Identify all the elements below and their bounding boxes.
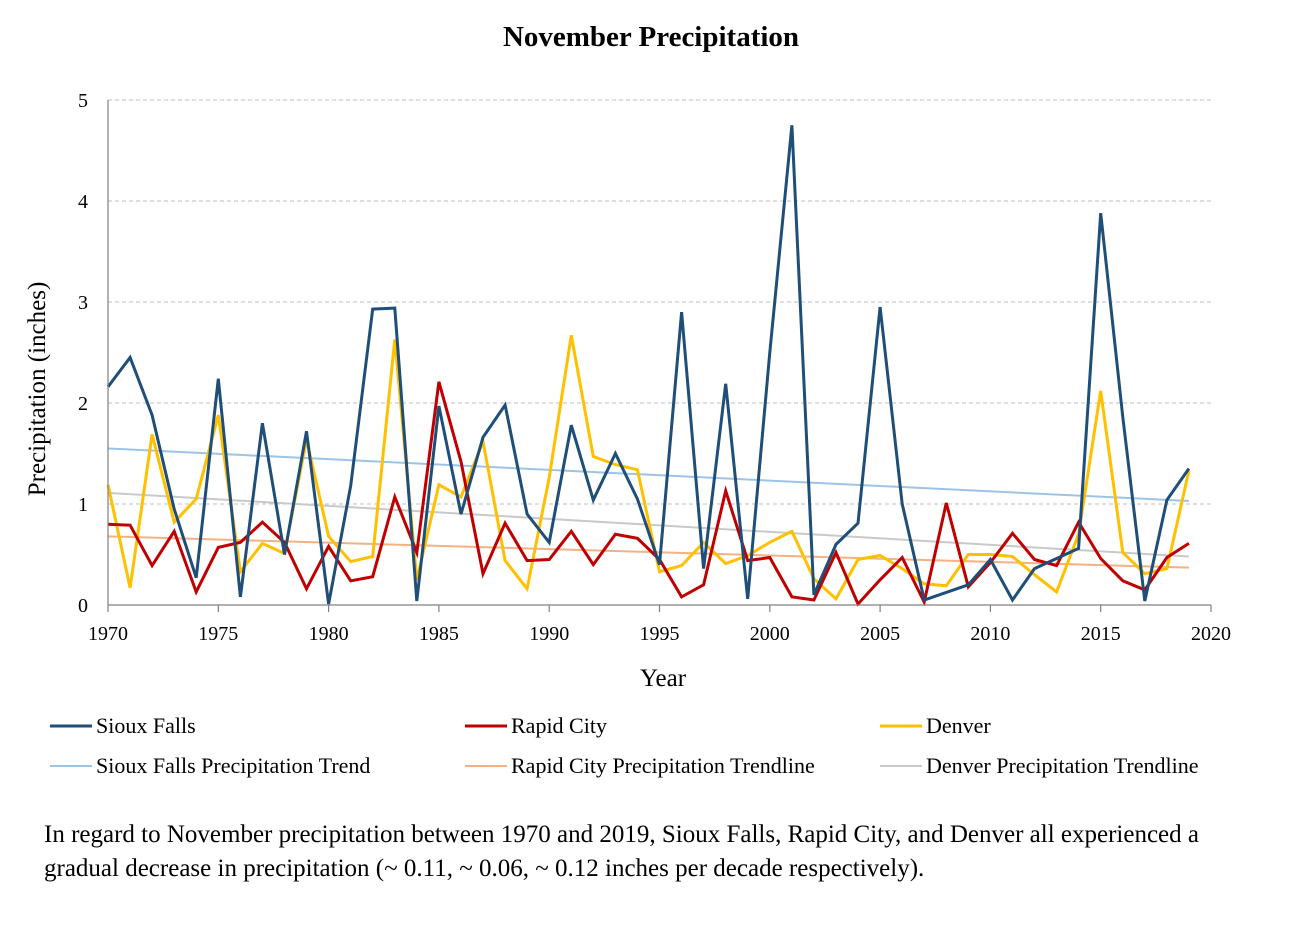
data-series: [106, 125, 1191, 607]
legend-label: Sioux Falls Precipitation Trend: [96, 753, 370, 778]
chart-title: November Precipitation: [503, 21, 799, 53]
x-tick-label: 2000: [750, 623, 790, 645]
trendline: [107, 447, 1189, 502]
x-tick-label: 1975: [198, 623, 238, 645]
y-tick-label: 0: [78, 595, 88, 617]
y-tick-label: 5: [78, 90, 88, 112]
legend-label: Denver Precipitation Trendline: [926, 753, 1199, 778]
x-axis-title: Year: [640, 665, 687, 692]
y-axis-title: Precipitation (inches): [24, 282, 51, 497]
x-tick-label: 2015: [1081, 623, 1121, 645]
tick-labels: 0 1 2 3 4 5 1970 1975 1980 1985 1990 1995 2000 2005 20…: [78, 90, 1231, 645]
x-tick-label: 1990: [529, 623, 569, 645]
x-tick-label: 1980: [309, 623, 349, 645]
legend-label: Denver: [926, 713, 991, 738]
x-tick-label: 2020: [1191, 623, 1231, 645]
legend-label: Rapid City: [511, 713, 607, 738]
y-tick-label: 4: [78, 191, 88, 213]
series-line: [106, 125, 1191, 605]
legend-label: Rapid City Precipitation Trendline: [511, 753, 815, 778]
legend: Sioux Falls Rapid City Denver Sioux Falls P…: [50, 713, 1199, 778]
x-tick-label: 1985: [419, 623, 459, 645]
y-tick-label: 3: [78, 292, 88, 314]
gridlines: [108, 99, 1211, 505]
x-tick-label: 1970: [88, 623, 128, 645]
x-tick-label: 2010: [970, 623, 1010, 645]
y-tick-label: 1: [78, 494, 88, 516]
axes: [107, 100, 1211, 606]
x-tick-label: 2005: [860, 623, 900, 645]
y-tick-label: 2: [78, 393, 88, 415]
legend-label: Sioux Falls: [96, 713, 196, 738]
series-line: [107, 381, 1190, 607]
caption-text: In regard to November precipitation betw…: [44, 821, 1199, 882]
x-tick-label: 1995: [640, 623, 680, 645]
